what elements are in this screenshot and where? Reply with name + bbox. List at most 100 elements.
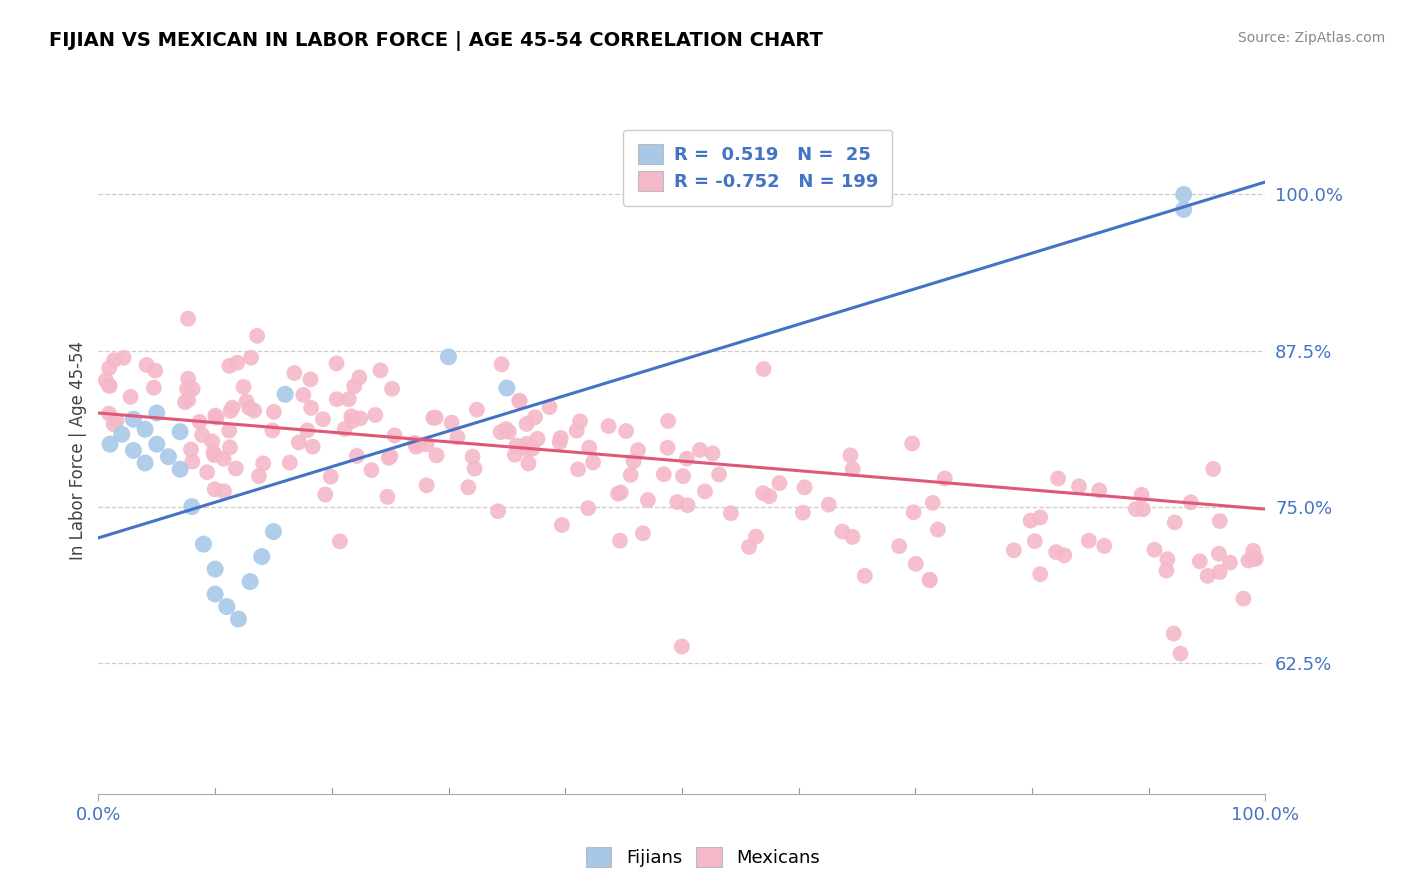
Point	[215, 599, 238, 614]
Point	[465, 402, 488, 417]
Point	[927, 523, 949, 537]
Point	[134, 422, 156, 436]
Point	[232, 380, 254, 394]
Point	[1188, 554, 1211, 568]
Legend: Fijians, Mexicans: Fijians, Mexicans	[579, 839, 827, 874]
Point	[620, 467, 643, 482]
Point	[218, 424, 240, 438]
Point	[177, 393, 200, 408]
Point	[111, 427, 134, 442]
Point	[425, 410, 447, 425]
Point	[98, 379, 121, 393]
Point	[146, 406, 169, 420]
Point	[201, 434, 224, 449]
Point	[112, 351, 135, 365]
Point	[489, 425, 512, 439]
Point	[169, 462, 191, 476]
Point	[745, 530, 768, 544]
Point	[142, 381, 165, 395]
Point	[193, 537, 215, 551]
Point	[1002, 543, 1025, 558]
Point	[609, 533, 631, 548]
Point	[934, 471, 956, 485]
Point	[283, 366, 305, 380]
Point	[1045, 545, 1067, 559]
Point	[672, 469, 695, 483]
Point	[1125, 502, 1147, 516]
Point	[180, 442, 202, 457]
Point	[1092, 539, 1115, 553]
Point	[505, 439, 527, 453]
Point	[219, 440, 242, 454]
Point	[793, 480, 815, 494]
Point	[921, 496, 943, 510]
Point	[1219, 556, 1241, 570]
Point	[202, 448, 225, 462]
Point	[238, 401, 260, 415]
Point	[405, 440, 427, 454]
Point	[1244, 551, 1267, 566]
Point	[551, 518, 574, 533]
Point	[1024, 534, 1046, 549]
Point	[239, 574, 262, 589]
Point	[370, 363, 392, 377]
Point	[598, 419, 620, 434]
Point	[516, 436, 538, 450]
Point	[461, 450, 484, 464]
Point	[252, 456, 274, 470]
Point	[437, 350, 460, 364]
Point	[904, 557, 927, 571]
Point	[517, 457, 540, 471]
Point	[380, 450, 402, 464]
Point	[582, 455, 605, 469]
Point	[567, 462, 589, 476]
Point	[901, 436, 924, 450]
Point	[122, 443, 145, 458]
Point	[404, 436, 426, 450]
Point	[464, 461, 486, 475]
Point	[103, 417, 125, 432]
Point	[1173, 202, 1195, 217]
Point	[550, 431, 572, 445]
Point	[333, 422, 356, 436]
Point	[693, 484, 716, 499]
Point	[565, 424, 588, 438]
Point	[1232, 591, 1254, 606]
Point	[228, 612, 250, 626]
Point	[381, 382, 404, 396]
Point	[657, 414, 679, 428]
Point	[181, 382, 204, 396]
Point	[1237, 553, 1260, 567]
Point	[299, 401, 322, 415]
Point	[1243, 551, 1265, 566]
Point	[495, 422, 517, 436]
Point	[188, 415, 211, 429]
Point	[98, 437, 121, 451]
Point	[243, 403, 266, 417]
Point	[792, 506, 814, 520]
Y-axis label: In Labor Force | Age 45-54: In Labor Force | Age 45-54	[69, 341, 87, 560]
Point	[204, 587, 226, 601]
Point	[299, 372, 322, 386]
Point	[516, 417, 538, 431]
Point	[637, 493, 659, 508]
Point	[292, 388, 315, 402]
Point	[297, 423, 319, 437]
Point	[274, 387, 297, 401]
Point	[1130, 488, 1153, 502]
Point	[360, 463, 382, 477]
Point	[408, 437, 430, 451]
Point	[657, 441, 679, 455]
Point	[1241, 543, 1264, 558]
Point	[180, 500, 202, 514]
Point	[1156, 552, 1178, 566]
Point	[548, 435, 571, 450]
Point	[343, 379, 366, 393]
Point	[1208, 565, 1230, 579]
Point	[524, 410, 547, 425]
Point	[623, 454, 645, 468]
Point	[576, 501, 599, 516]
Point	[752, 486, 775, 500]
Point	[498, 425, 520, 439]
Point	[212, 451, 235, 466]
